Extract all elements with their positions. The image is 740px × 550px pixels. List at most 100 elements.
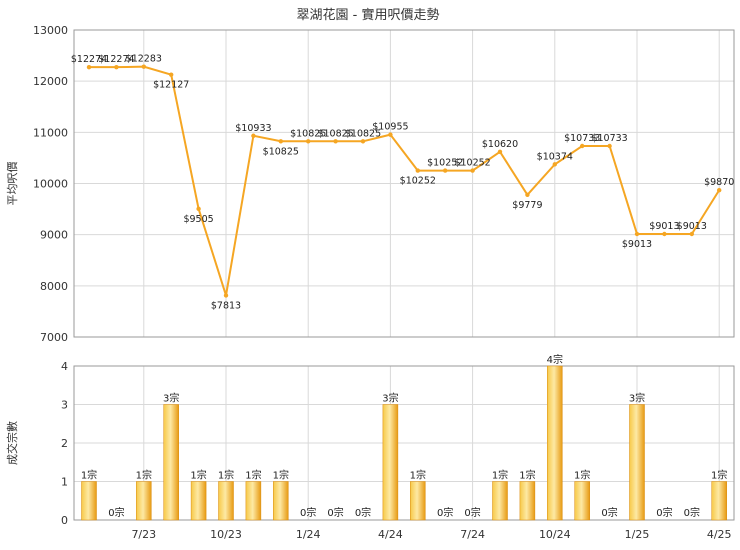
price-data-label-2: $12283: [126, 54, 162, 65]
x-tick-label: 4/25: [707, 528, 732, 541]
x-tick-label: 1/24: [296, 528, 321, 541]
price-data-label-15: $10620: [482, 139, 518, 150]
price-point-11: [388, 132, 393, 137]
price-data-label-3: $12127: [153, 80, 189, 91]
volume-ytick-label: 0: [61, 514, 68, 527]
price-point-10: [360, 139, 366, 144]
volume-bar-label-18: 1宗: [574, 469, 590, 482]
chart-title: 翠湖花園 - 實用呎價走勢: [297, 7, 440, 23]
volume-bar-label-8: 0宗: [300, 506, 316, 519]
volume-bar-label-4: 1宗: [190, 469, 206, 482]
volume-bar-label-1: 0宗: [108, 506, 124, 519]
volume-bar-label-23: 1宗: [711, 469, 727, 482]
price-point-13: [443, 168, 448, 173]
price-point-18: [580, 143, 585, 149]
volume-bar-label-3: 3宗: [163, 392, 179, 405]
price-data-label-23: $9870: [704, 177, 734, 188]
price-ytick-label: 11000: [33, 126, 68, 139]
price-point-19: [607, 143, 612, 149]
price-plot-frame: [73, 29, 735, 338]
volume-bar-16: [519, 481, 536, 521]
price-data-label-0: $12274: [71, 54, 107, 65]
volume-bar-label-10: 0宗: [355, 506, 371, 519]
volume-bar-20: [629, 404, 645, 521]
volume-bar-label-13: 0宗: [437, 506, 453, 519]
volume-ytick-label: 4: [61, 360, 68, 373]
x-tick-label: 7/24: [460, 528, 485, 541]
price-data-label-11: $10955: [372, 122, 408, 133]
price-data-label-13: $10252: [427, 158, 463, 169]
price-data-label-10: $10825: [345, 128, 381, 139]
price-point-7: [278, 139, 283, 144]
volume-ytick-label: 1: [61, 476, 68, 489]
price-point-12: [415, 168, 420, 173]
price-data-label-16: $9779: [512, 200, 542, 211]
volume-bar-5: [218, 481, 234, 521]
price-point-23: [717, 187, 722, 193]
price-ytick-label: 10000: [33, 178, 68, 191]
volume-bar-label-11: 3宗: [382, 392, 398, 405]
price-point-5: [223, 293, 229, 298]
volume-bar-18: [574, 481, 590, 521]
price-data-label-9: $10825: [317, 128, 353, 139]
price-point-2: [141, 64, 146, 69]
price-data-label-18: $10733: [564, 133, 600, 144]
volume-bar-label-5: 1宗: [218, 469, 234, 482]
price-data-label-20: $9013: [622, 239, 652, 250]
volume-bar-label-15: 1宗: [492, 469, 508, 482]
price-point-21: [662, 231, 667, 237]
price-point-22: [689, 231, 694, 237]
price-data-label-8: $10825: [290, 128, 326, 139]
price-point-8: [306, 139, 311, 144]
price-point-17: [552, 162, 557, 167]
volume-bar-3: [163, 404, 179, 521]
price-ytick-label: 13000: [33, 24, 68, 37]
price-point-20: [634, 231, 640, 237]
price-data-label-12: $10252: [400, 176, 436, 187]
volume-bar-label-16: 1宗: [519, 469, 535, 482]
price-line-chart: 7000 8000 9000 10000 11000 12000 13000 平均呎價 $122…: [5, 24, 735, 344]
volume-bar-12: [410, 481, 426, 521]
price-data-label-21: $9013: [649, 221, 679, 232]
price-point-16: [525, 192, 530, 198]
price-data-label-14: $10252: [454, 158, 490, 169]
volume-bar-7: [273, 481, 289, 521]
price-point-9: [333, 139, 338, 144]
price-point-15: [497, 149, 503, 154]
volume-bar-11: [382, 404, 399, 521]
volume-bar-chart: 0 1 2 3 4 7/23 10/23 1/24 4/24 7/24 10/24 1/25 4/25 成…: [5, 353, 735, 541]
volume-bar-label-0: 1宗: [81, 469, 97, 482]
price-series-line: [89, 65, 721, 296]
price-data-label-17: $10374: [537, 151, 573, 162]
price-ytick-label: 12000: [33, 75, 68, 88]
volume-bar-label-20: 3宗: [629, 392, 645, 405]
volume-bar-15: [492, 481, 508, 521]
volume-bar-label-14: 0宗: [464, 506, 480, 519]
x-tick-label: 7/23: [131, 528, 156, 541]
volume-plot-frame: [73, 365, 735, 521]
price-point-1: [114, 64, 119, 70]
x-tick-label: 10/23: [210, 528, 242, 541]
volume-bar-2: [136, 481, 152, 521]
volume-bar-6: [245, 481, 262, 521]
price-point-3: [169, 72, 174, 77]
volume-bar-label-6: 1宗: [245, 469, 261, 482]
price-data-label-1: $12274: [98, 54, 134, 65]
volume-bar-label-2: 1宗: [136, 469, 152, 482]
price-ytick-label: 7000: [40, 331, 68, 344]
volume-bar-label-21: 0宗: [656, 506, 672, 519]
price-data-label-22: $9013: [677, 221, 707, 232]
volume-bar-17: [547, 365, 563, 521]
price-y-axis-label: 平均呎價: [5, 162, 19, 206]
volume-ytick-label: 2: [61, 437, 68, 450]
volume-bar-label-22: 0宗: [684, 506, 700, 519]
volume-bar-23: [711, 481, 727, 521]
volume-y-axis-label: 成交宗數: [5, 421, 19, 465]
volume-bar-label-12: 1宗: [410, 469, 426, 482]
x-tick-label: 10/24: [539, 528, 571, 541]
price-point-0: [86, 64, 92, 70]
volume-bar-4: [190, 481, 207, 521]
price-point-14: [470, 168, 475, 173]
